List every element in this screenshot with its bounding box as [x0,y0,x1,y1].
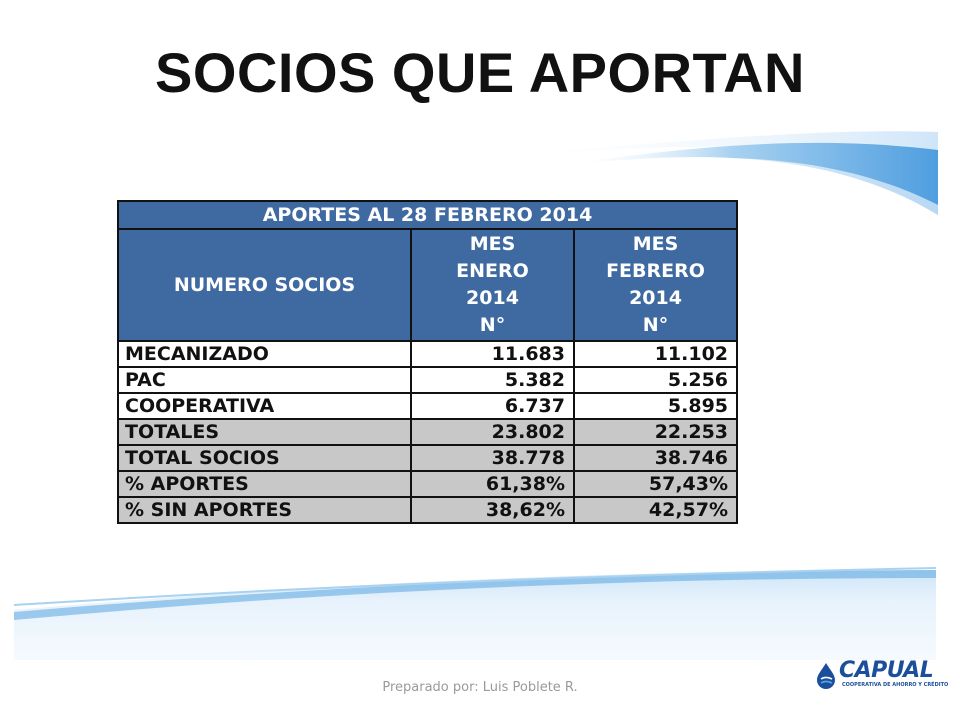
row-label: % APORTES [117,470,412,498]
cell-febrero: 38.746 [572,444,739,472]
footer-credit: Preparado por: Luis Poblete R. [382,680,578,695]
cell-enero: 6.737 [410,392,575,420]
cell-enero: 38.778 [410,444,575,472]
column-header-line: ENERO [456,260,529,282]
table-row: % SIN APORTES 38,62% 42,57% [117,496,739,524]
table-banner: APORTES AL 28 FEBRERO 2014 [116,200,739,230]
table-banner-row: APORTES AL 28 FEBRERO 2014 [116,200,739,230]
column-header-enero: MES ENERO 2014 N° [410,228,575,342]
cell-enero: 61,38% [410,470,575,498]
column-header-line: 2014 [629,287,682,309]
cell-enero: 23.802 [410,418,575,446]
column-header-febrero: MES FEBRERO 2014 N° [572,228,739,342]
row-label: % SIN APORTES [117,496,412,524]
cell-enero: 5.382 [410,366,575,394]
cell-febrero: 22.253 [572,418,739,446]
table-row: PAC 5.382 5.256 [117,366,739,394]
capual-logo: CAPUAL COOPERATIVA DE AHORRO Y CRÉDITO [812,658,948,691]
cell-febrero: 42,57% [572,496,739,524]
cell-febrero: 11.102 [572,340,739,368]
aportes-table: APORTES AL 28 FEBRERO 2014 NUMERO SOCIOS… [116,200,739,524]
table-row: COOPERATIVA 6.737 5.895 [117,392,739,420]
row-label: TOTALES [117,418,412,446]
column-header-line: MES [469,233,516,255]
cell-febrero: 5.256 [572,366,739,394]
row-label: MECANIZADO [117,340,412,368]
row-label: PAC [117,366,412,394]
row-label: TOTAL SOCIOS [117,444,412,472]
table-header-row: NUMERO SOCIOS MES ENERO 2014 N° MES FEBR… [117,228,739,342]
table-row: % APORTES 61,38% 57,43% [117,470,739,498]
table-row: TOTAL SOCIOS 38.778 38.746 [117,444,739,472]
cell-enero: 38,62% [410,496,575,524]
row-label: COOPERATIVA [117,392,412,420]
cell-febrero: 57,43% [572,470,739,498]
column-header-line: N° [479,314,506,336]
logo-tagline: COOPERATIVA DE AHORRO Y CRÉDITO [842,682,949,688]
row-header-label: NUMERO SOCIOS [117,228,412,342]
table-row: TOTALES 23.802 22.253 [117,418,739,446]
column-header-line: FEBRERO [606,260,705,282]
column-header-line: MES [632,233,679,255]
logo-name: CAPUAL [839,658,934,683]
cell-febrero: 5.895 [572,392,739,420]
cell-enero: 11.683 [410,340,575,368]
water-drop-icon [817,663,835,689]
column-header-line: 2014 [466,287,519,309]
column-header-line: N° [642,314,669,336]
slide-title: SOCIOS QUE APORTAN [155,41,805,104]
table-row: MECANIZADO 11.683 11.102 [117,340,739,368]
